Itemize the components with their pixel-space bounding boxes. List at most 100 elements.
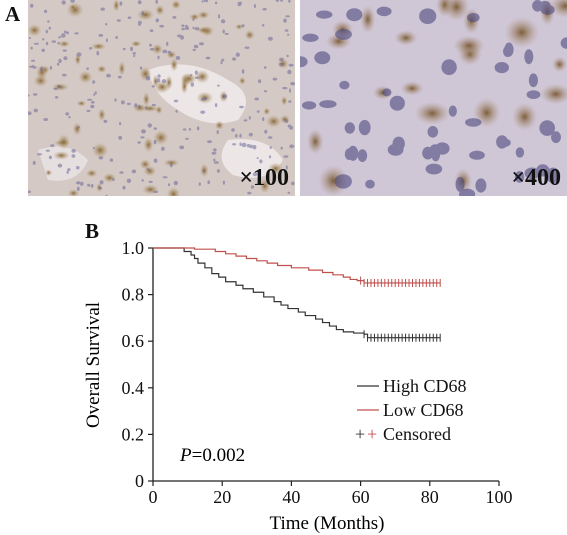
panel-a-label: A [5, 2, 21, 26]
cell-blob [119, 171, 124, 174]
cell-blob [335, 28, 352, 40]
x-tick-label: 0 [149, 487, 158, 507]
cell-blob [207, 140, 212, 144]
cell-blob [285, 173, 288, 177]
cell-blob [145, 105, 148, 110]
cell-blob [515, 147, 525, 158]
cell-blob [279, 57, 284, 62]
cell-blob [146, 168, 150, 171]
cell-blob [51, 40, 57, 43]
cell-blob [32, 64, 35, 69]
cell-blob [263, 107, 271, 116]
magnification-label-100: ×100 [239, 165, 289, 191]
cell-blob [394, 30, 418, 46]
cell-blob [130, 46, 134, 52]
cell-blob [286, 54, 289, 58]
cell-blob [45, 169, 53, 176]
cell-blob [56, 62, 60, 66]
cell-blob [96, 182, 103, 193]
legend-censor-symbol-low: + [367, 424, 377, 444]
cell-blob [68, 116, 71, 119]
cell-blob [453, 35, 485, 56]
cell-blob [153, 190, 159, 194]
cell-blob [103, 119, 108, 123]
cell-blob [118, 135, 123, 140]
cell-blob [289, 88, 291, 93]
cell-blob [253, 3, 256, 9]
cell-blob [119, 1, 123, 6]
cell-blob [344, 122, 355, 134]
cell-blob [216, 130, 219, 135]
cell-blob [469, 150, 485, 160]
cell-blob [136, 9, 155, 21]
cell-blob [153, 80, 171, 94]
cell-blob [105, 23, 108, 26]
cell-blob [551, 131, 561, 144]
cell-blob [161, 146, 165, 151]
cell-blob [389, 95, 405, 111]
chart-legend: High CD68 Low CD68 + + Censored [355, 376, 467, 444]
cell-blob [57, 134, 71, 150]
cell-blob [53, 87, 58, 90]
cell-blob [153, 130, 169, 146]
cell-blob [137, 105, 141, 108]
cell-blob [28, 190, 31, 194]
cell-blob [134, 103, 138, 108]
cell-blob [122, 185, 126, 190]
cell-blob [62, 49, 67, 52]
cell-blob [49, 66, 53, 70]
cell-blob [92, 142, 109, 158]
cell-blob [167, 183, 171, 187]
cell-blob [98, 108, 106, 122]
cell-blob [32, 93, 38, 96]
cell-blob [70, 0, 75, 3]
cell-blob [392, 136, 405, 151]
cell-blob [45, 149, 50, 152]
cell-blob [203, 0, 208, 3]
cell-blob [358, 119, 371, 136]
cell-blob [287, 124, 292, 128]
cell-blob [143, 165, 157, 177]
cell-blob [287, 69, 292, 75]
cell-blob [263, 66, 267, 69]
cell-blob [214, 1, 218, 5]
cell-blob [32, 160, 36, 165]
cell-blob [288, 63, 294, 67]
cell-blob [138, 22, 141, 26]
cell-blob [259, 159, 263, 164]
cell-blob [231, 128, 235, 132]
cell-blob [33, 108, 38, 113]
cell-blob [117, 75, 122, 79]
p-value-annotation: P=0.002 [179, 445, 245, 466]
cell-blob [269, 146, 272, 149]
cell-blob [62, 73, 67, 77]
cell-blob [169, 163, 173, 168]
cell-blob [280, 146, 283, 150]
cell-blob [241, 69, 245, 74]
cell-blob [250, 185, 254, 189]
cell-blob [155, 4, 165, 16]
cell-blob [239, 142, 242, 146]
cell-blob [94, 91, 97, 95]
cell-blob [316, 10, 333, 19]
cell-blob [291, 181, 295, 186]
cell-blob [93, 93, 96, 96]
cell-blob [201, 0, 204, 3]
cell-blob [121, 100, 125, 105]
cell-blob [443, 0, 470, 22]
y-tick-label: 0.2 [122, 424, 145, 444]
cell-blob [211, 151, 217, 155]
cell-blob [532, 0, 543, 12]
cell-blob [222, 29, 225, 34]
cell-blob [268, 155, 272, 159]
cell-blob [181, 27, 185, 31]
cell-blob [64, 30, 67, 34]
micrograph-100x-image [28, 0, 295, 196]
cell-blob [163, 159, 180, 167]
x-axis-label: Time (Months) [270, 513, 385, 534]
cell-blob [207, 180, 210, 185]
cell-blob [91, 42, 106, 51]
cell-blob [182, 128, 187, 131]
cell-blob [339, 80, 350, 90]
